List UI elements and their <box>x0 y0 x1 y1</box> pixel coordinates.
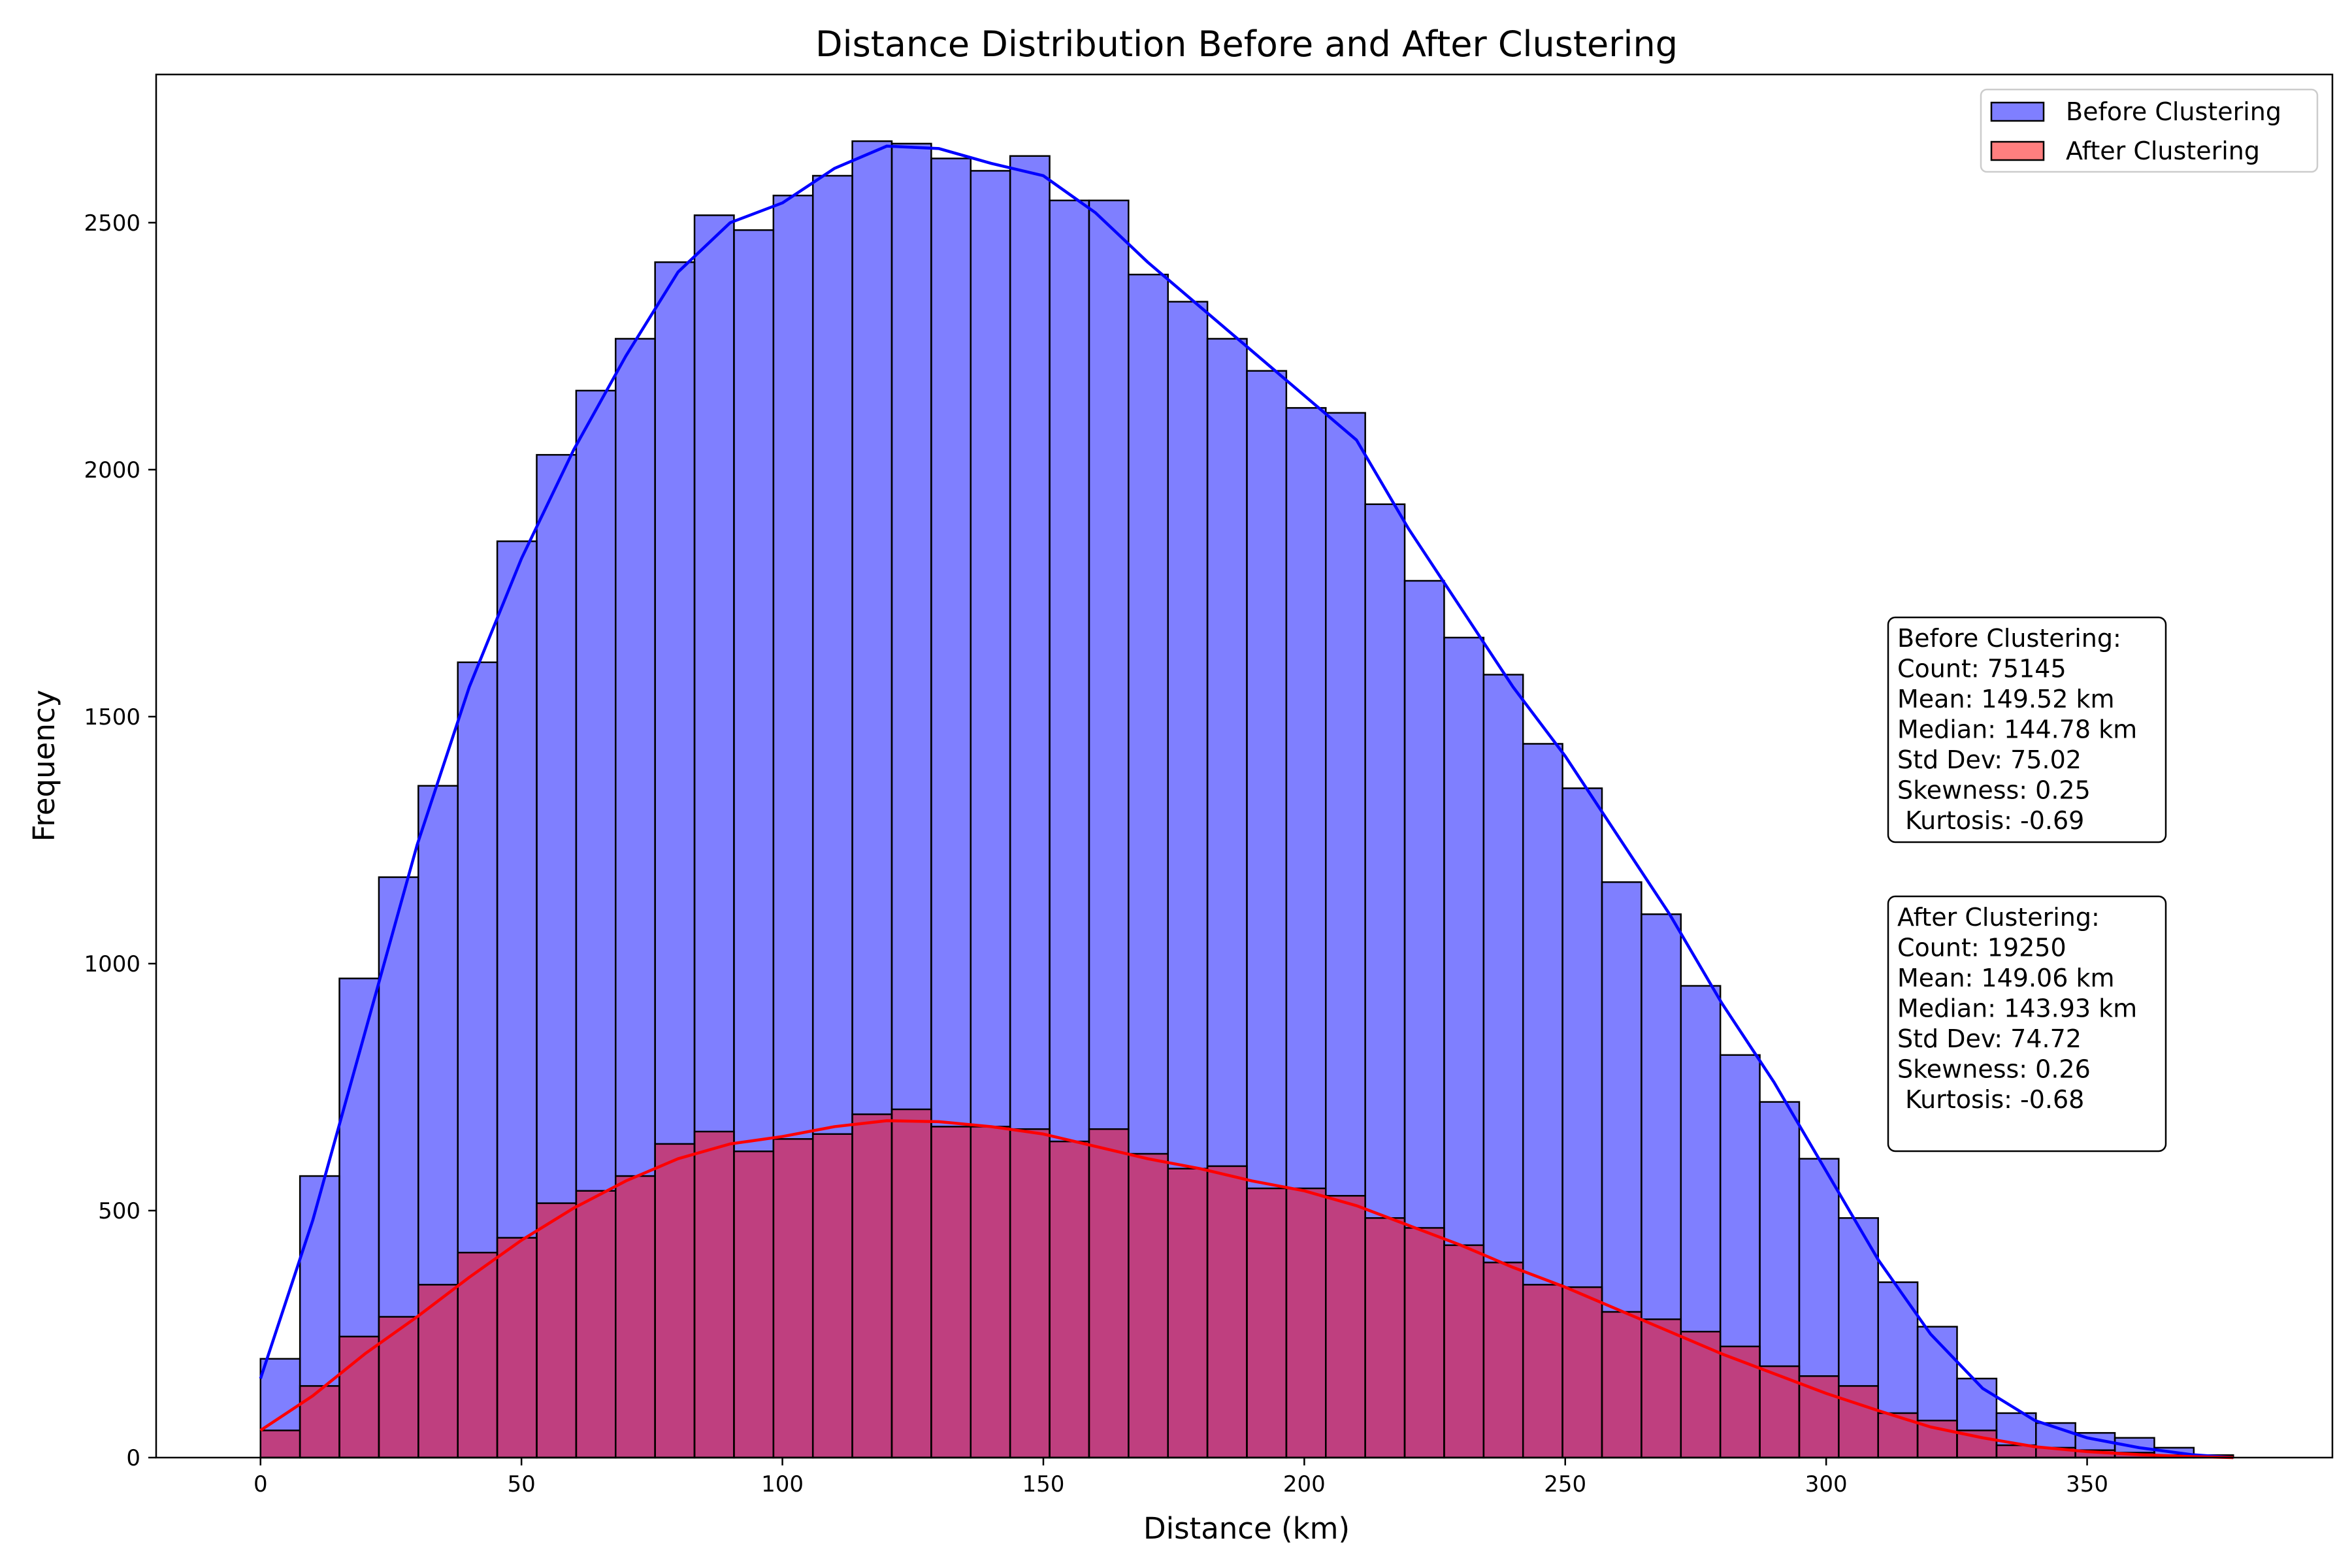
histogram-bar <box>575 1190 617 1459</box>
y-tick-label: 2500 <box>84 210 140 237</box>
x-tick-label: 250 <box>1544 1471 1586 1497</box>
histogram-bar <box>811 1133 853 1459</box>
stats-line: Median: 143.93 km <box>1897 994 2137 1023</box>
stats-line: Std Dev: 75.02 <box>1897 745 2082 774</box>
stats-line: Mean: 149.52 km <box>1897 685 2114 713</box>
x-axis-label: Distance (km) <box>1143 1511 1350 1546</box>
legend: Before Clustering After Clustering <box>1980 88 2319 173</box>
histogram-bar <box>338 1335 380 1459</box>
histogram-bar <box>1601 1311 1642 1459</box>
stats-line: Skewness: 0.25 <box>1897 776 2091 805</box>
histogram-bar <box>654 1143 696 1459</box>
stats-box <box>1887 616 2167 843</box>
histogram-bar <box>1285 1187 1327 1459</box>
histogram-bar <box>259 1429 301 1459</box>
histogram-bar <box>496 1237 538 1459</box>
plot-frame <box>155 73 2334 1459</box>
legend-swatch <box>1990 140 2045 161</box>
after-clustering-bars <box>259 1108 2234 1459</box>
histogram-bar <box>970 1126 1011 1459</box>
histogram-bar <box>536 1202 578 1459</box>
histogram-bar <box>1561 1286 1603 1459</box>
kde-line <box>259 144 2234 1460</box>
x-tick-label: 0 <box>253 1471 268 1497</box>
histogram-bar <box>1403 1227 1445 1459</box>
histogram-bar <box>615 1175 656 1459</box>
stats-line: Mean: 149.06 km <box>1897 964 2114 992</box>
legend-box <box>1980 88 2319 173</box>
stats-line: Skewness: 0.26 <box>1897 1055 2091 1084</box>
histogram-bar <box>772 1138 814 1459</box>
stats-box <box>1887 895 2167 1152</box>
stats-line: Before Clustering: <box>1897 624 2121 653</box>
x-tick-label: 350 <box>2066 1471 2108 1497</box>
histogram-bar <box>1798 1375 1840 1459</box>
histogram-bar <box>1838 1385 1879 1459</box>
histogram-bar <box>930 1126 972 1459</box>
x-tick-label: 300 <box>1805 1471 1848 1497</box>
histogram-bar <box>890 1108 932 1459</box>
histogram-bar <box>1522 1284 1563 1459</box>
stats-line: Count: 75145 <box>1897 655 2066 683</box>
y-tick-label: 0 <box>126 1445 140 1471</box>
histogram-bar <box>851 1113 893 1459</box>
kde-curves <box>259 144 2234 1460</box>
legend-label: After Clustering <box>2066 137 2260 165</box>
histogram-bar <box>1206 1165 1248 1459</box>
histogram-bar <box>299 1385 340 1459</box>
x-tick-label: 200 <box>1283 1471 1326 1497</box>
y-tick-label: 2000 <box>84 457 140 483</box>
y-axis: 0 500 1000 1500 2000 2500 <box>84 210 156 1471</box>
stats-line: Count: 19250 <box>1897 934 2066 962</box>
histogram-bar <box>1443 1244 1485 1459</box>
histogram-bar <box>1482 1262 1524 1459</box>
stats-line: Kurtosis: -0.68 <box>1897 1085 2084 1114</box>
x-tick-label: 150 <box>1022 1471 1065 1497</box>
histogram-bar <box>1088 1128 1130 1459</box>
histogram-bar <box>733 1150 775 1459</box>
histogram-bar <box>1009 1128 1051 1459</box>
histogram-bar <box>693 1130 735 1459</box>
x-axis: 0 50 100 150 200 250 300 350 <box>253 1458 2108 1497</box>
stats-line: Median: 144.78 km <box>1897 715 2137 744</box>
legend-swatch <box>1990 101 2045 122</box>
kde-line <box>259 1119 2234 1460</box>
histogram-bar <box>1364 1217 1406 1459</box>
y-tick-label: 1000 <box>84 951 140 977</box>
histogram-bar <box>1246 1187 1288 1459</box>
histogram-bar <box>1325 1195 1366 1459</box>
y-tick-label: 500 <box>98 1198 140 1224</box>
histogram-bar <box>1719 1345 1761 1459</box>
stats-line: Std Dev: 74.72 <box>1897 1024 2082 1053</box>
chart-title: Distance Distribution Before and After C… <box>815 24 1678 65</box>
stats-line: Kurtosis: -0.69 <box>1897 806 2084 835</box>
y-axis-label: Frequency <box>27 690 61 841</box>
legend-label: Before Clustering <box>2066 97 2281 126</box>
histogram-bar <box>1128 1152 1169 1459</box>
y-tick-label: 1500 <box>84 704 140 730</box>
histogram-bar <box>417 1284 459 1459</box>
histogram-bar <box>1167 1168 1209 1459</box>
histogram-bar <box>1049 1140 1090 1459</box>
x-tick-label: 50 <box>508 1471 536 1497</box>
histogram-bar <box>1641 1318 1682 1459</box>
stats-line: After Clustering: <box>1897 903 2100 932</box>
x-tick-label: 100 <box>761 1471 804 1497</box>
